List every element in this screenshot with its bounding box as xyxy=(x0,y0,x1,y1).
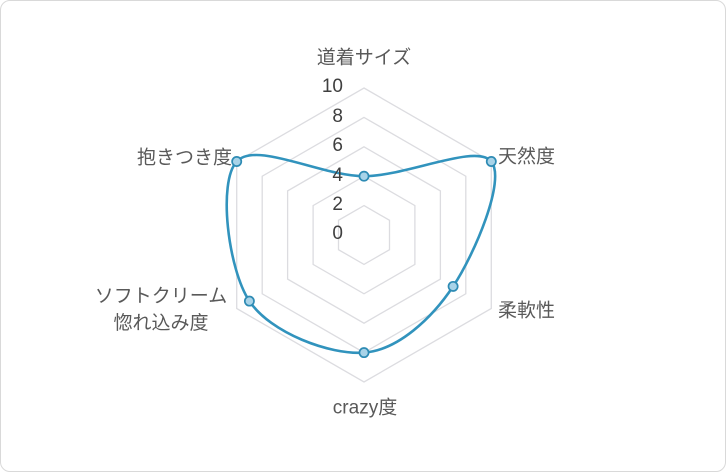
axis-tick-0: 0 xyxy=(332,223,343,244)
category-label-flexibility: 柔軟性 xyxy=(498,300,556,322)
data-point-道着サイズ xyxy=(358,170,370,182)
series-line xyxy=(225,153,497,355)
axis-tick-10: 10 xyxy=(321,76,343,97)
category-label-softcream-love: ソフトクリーム 惚れ込み度 xyxy=(94,286,228,334)
gridline-ring-10 xyxy=(236,87,492,383)
category-label-hugging: 抱きつき度 xyxy=(136,147,232,169)
axis-tick-4: 4 xyxy=(332,165,343,186)
axis-tick-2: 2 xyxy=(332,194,343,215)
gridline-ring-2 xyxy=(337,204,391,266)
axis-tick-8: 8 xyxy=(332,106,343,127)
category-label-dogi-size: 道着サイズ xyxy=(316,47,412,69)
category-label-naturalness: 天然度 xyxy=(498,146,556,168)
data-point-柔軟性 xyxy=(447,280,459,292)
gridline-ring-4 xyxy=(312,175,416,295)
data-point-抱きつき度 xyxy=(231,156,243,167)
axis-tick-6: 6 xyxy=(332,135,343,156)
data-point-天然度 xyxy=(485,156,497,167)
gridline-ring-6 xyxy=(286,146,442,324)
data-point-crazy度 xyxy=(358,347,370,359)
category-label-crazy: crazy度 xyxy=(332,397,398,419)
data-point-ソフトクリーム惚れ込み度 xyxy=(243,295,255,307)
